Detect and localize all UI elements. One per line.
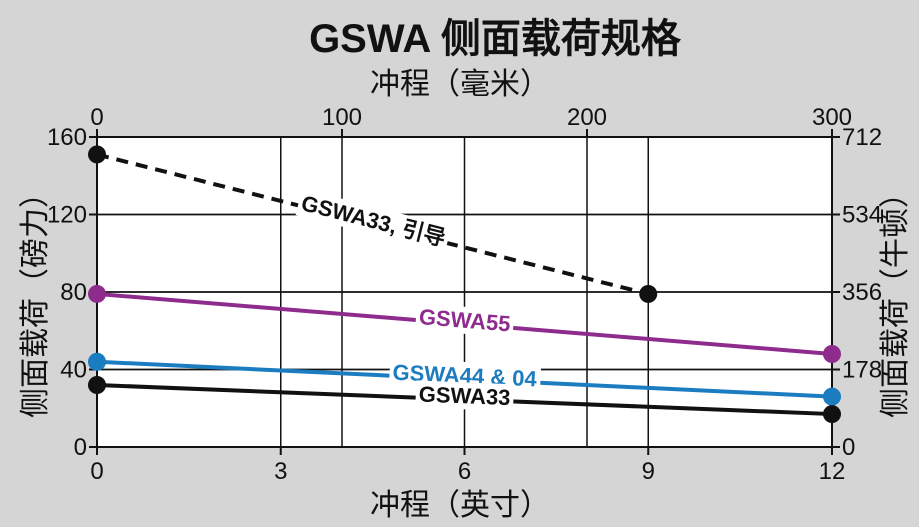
right-tick-label: 712 xyxy=(842,124,882,151)
top-axis-title: 冲程（毫米） xyxy=(370,68,550,101)
right-tick-label: 178 xyxy=(842,357,882,384)
data-point xyxy=(823,405,841,424)
right-axis-title: 侧面载荷（牛顿） xyxy=(879,178,912,418)
chart-title: GSWA 侧面载荷规格 xyxy=(309,17,682,61)
data-point xyxy=(88,145,106,164)
data-point xyxy=(639,284,658,303)
top-tick-label: 100 xyxy=(322,104,362,131)
series-label-background xyxy=(295,188,452,253)
bottom-axis-title: 冲程（英寸） xyxy=(370,489,550,522)
left-tick-label: 120 xyxy=(47,202,87,229)
left-tick-label: 40 xyxy=(60,357,87,384)
data-point xyxy=(88,284,106,303)
bottom-tick-label: 3 xyxy=(274,458,287,485)
data-point xyxy=(823,387,841,406)
left-tick-label: 80 xyxy=(60,279,87,306)
left-tick-label: 0 xyxy=(74,434,87,461)
top-tick-label: 300 xyxy=(812,104,852,131)
right-tick-label: 356 xyxy=(842,279,882,306)
data-point xyxy=(88,352,106,371)
left-axis-title: 侧面载荷（磅力） xyxy=(19,178,52,418)
left-tick-label: 160 xyxy=(47,124,87,151)
top-tick-label: 0 xyxy=(90,104,103,131)
right-tick-label: 0 xyxy=(842,434,855,461)
right-tick-label: 534 xyxy=(842,202,882,229)
series-label-background xyxy=(415,380,514,412)
series-label: GSWA33 xyxy=(418,382,511,411)
bottom-tick-label: 9 xyxy=(642,458,655,485)
bottom-tick-label: 12 xyxy=(819,458,846,485)
data-point xyxy=(823,345,841,363)
bottom-tick-label: 0 xyxy=(90,458,103,485)
data-point xyxy=(88,376,106,394)
series-label-background xyxy=(415,302,515,338)
bottom-tick-label: 6 xyxy=(458,458,471,485)
top-tick-label: 200 xyxy=(567,104,607,131)
